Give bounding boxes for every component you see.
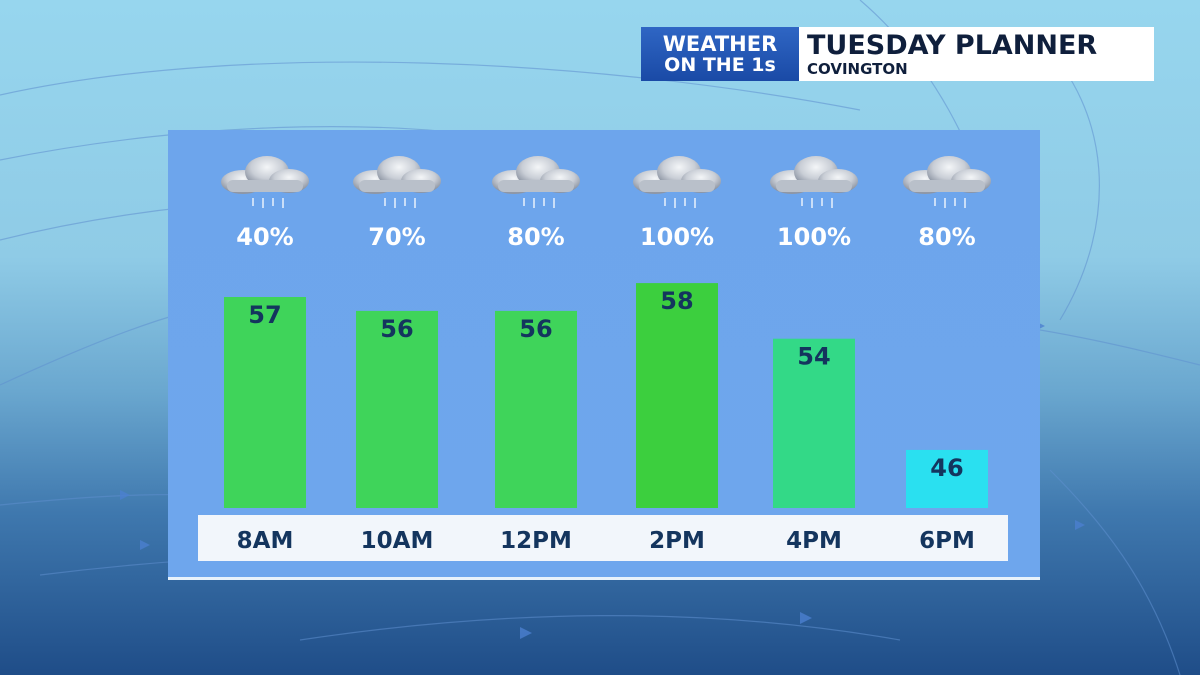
- temperature-bar: [906, 449, 988, 508]
- cloud-rain-icon: [221, 156, 309, 208]
- brand-line-1: WEATHER: [662, 32, 778, 56]
- temperature-value-label: 56: [380, 315, 413, 343]
- precip-chance-label: 80%: [918, 223, 975, 251]
- time-category-label: 10AM: [361, 528, 434, 554]
- page-title: TUESDAY PLANNER: [807, 30, 1098, 61]
- chart-panel: 40% 70% 80% 100% 100% 80% 57 56 56 58 54 46 8AM 10A…: [168, 130, 1040, 580]
- temperature-value-label: 58: [660, 287, 693, 315]
- precip-chance-label: 100%: [777, 223, 851, 251]
- title-box: TUESDAY PLANNER COVINGTON: [799, 27, 1154, 81]
- precip-chance-label: 80%: [507, 223, 564, 251]
- time-category-label: 8AM: [237, 528, 294, 554]
- precip-chance-label: 40%: [236, 223, 293, 251]
- time-category-label: 12PM: [500, 528, 572, 554]
- temperature-value-label: 46: [930, 454, 963, 482]
- temperature-bar: [495, 310, 577, 508]
- time-category-label: 2PM: [649, 528, 705, 554]
- time-category-label: 6PM: [919, 528, 975, 554]
- time-category-label: 4PM: [786, 528, 842, 554]
- temperature-bar: [224, 297, 306, 508]
- cloud-rain-icon: [633, 156, 721, 208]
- category-strip: [198, 515, 1008, 561]
- brand-line-2: ON THE 1s: [664, 54, 776, 76]
- temperature-bar: [636, 283, 718, 508]
- brand-logo: WEATHER ON THE 1s: [641, 27, 799, 81]
- cloud-rain-icon: [492, 156, 580, 208]
- temperature-value-label: 56: [519, 315, 552, 343]
- temperature-value-label: 57: [248, 301, 281, 329]
- precip-chance-label: 70%: [368, 223, 425, 251]
- location-label: COVINGTON: [807, 60, 908, 78]
- cloud-rain-icon: [903, 156, 991, 208]
- temperature-value-label: 54: [797, 343, 830, 371]
- cloud-rain-icon: [353, 156, 441, 208]
- temperature-bar: [356, 310, 438, 508]
- forecast-bar-chart: 40% 70% 80% 100% 100% 80% 57 56 56 58 54 46 8AM 10A…: [198, 156, 1008, 561]
- precip-chance-label: 100%: [640, 223, 714, 251]
- temperature-bar: [773, 338, 855, 508]
- cloud-rain-icon: [770, 156, 858, 208]
